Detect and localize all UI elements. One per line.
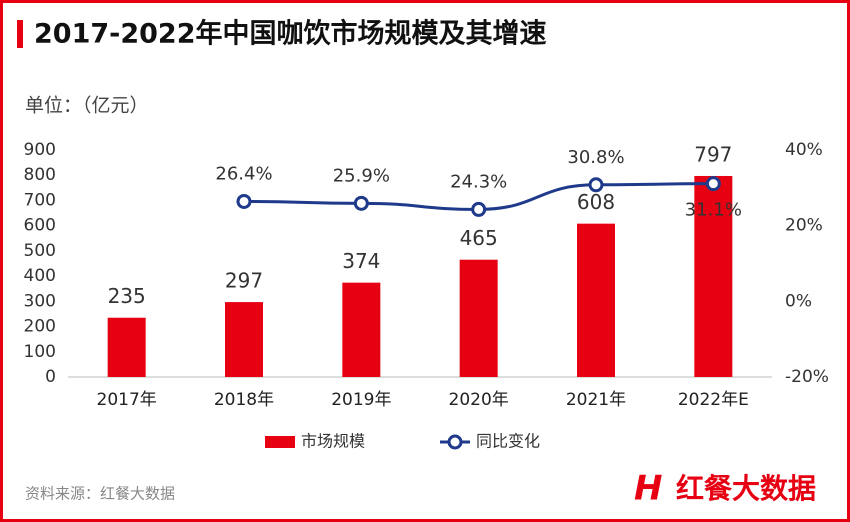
bar-value-label: 297 [225,269,263,293]
x-tick-label: 2017年 [97,390,157,410]
bar [694,175,733,377]
title-bar [17,20,23,48]
line-value-label: 24.3% [450,171,507,192]
line-point [705,176,721,192]
chart-title: 2017-2022年中国咖饮市场规模及其增速 [34,18,547,50]
bar [107,317,146,377]
y-tick-label: 700 [24,190,56,210]
line-value-label: 25.9% [333,165,390,186]
bar [577,223,615,377]
y-tick-label: 600 [24,216,56,236]
logo-icon: H [634,469,662,509]
bar-value-label: 797 [694,142,732,166]
source: 资料来源：红餐大数据 [25,485,175,503]
x-tick-label: 2022年E [678,390,749,410]
line-point [588,177,604,193]
bar [459,259,498,377]
y-tick-label: 800 [24,165,56,185]
y2-tick-label: 40% [785,140,823,160]
y-tick-label: 200 [24,317,56,337]
unit-label: 单位：（亿元） [25,95,149,117]
y-tick-label: 900 [24,140,56,160]
logo-text: 红餐大数据 [676,472,816,505]
y-tick-label: 0 [45,367,56,387]
bar-value-label: 374 [342,249,380,273]
legend-label: 同比变化 [476,432,540,451]
line-value-label: 30.8% [567,147,624,168]
x-tick-label: 2021年 [566,390,626,410]
line-value-label: 26.4% [215,163,272,184]
y-tick-label: 300 [24,291,56,311]
bar-value-label: 235 [108,284,146,308]
bar-value-label: 465 [460,226,498,250]
line-point [236,193,252,209]
line-value-label: 31.1% [685,200,742,221]
y2-tick-label: 20% [785,216,823,236]
bar-value-label: 608 [577,190,615,214]
x-tick-label: 2019年 [331,390,391,410]
logo: H 红餐大数据 [634,469,816,509]
y-tick-label: 500 [24,241,56,261]
x-tick-label: 2018年 [214,390,274,410]
line-point [471,201,487,217]
y2-tick-label: -20% [785,367,829,387]
legend-swatch [265,436,295,448]
y-tick-label: 100 [24,342,56,362]
x-tick-label: 2020年 [449,390,509,410]
bar [342,282,381,377]
bar [225,302,263,377]
legend-swatch-point [447,434,463,450]
legend-label: 市场规模 [301,432,365,451]
y-tick-label: 400 [24,266,56,286]
line-point [353,195,369,211]
y2-tick-label: 0% [785,291,812,311]
